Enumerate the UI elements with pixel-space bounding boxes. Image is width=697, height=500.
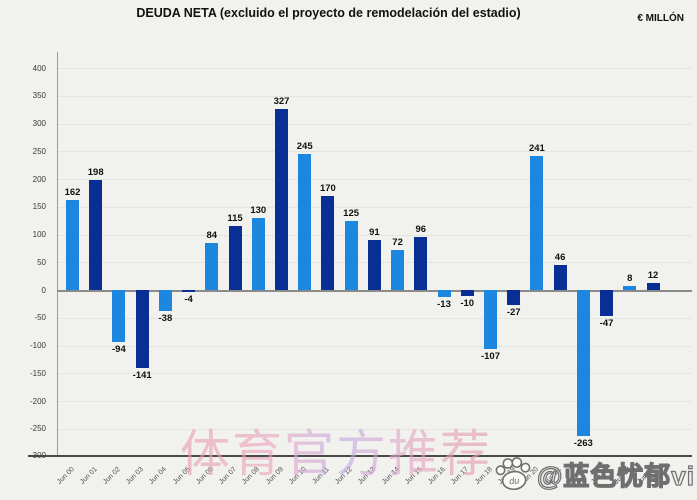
- bar: [600, 290, 614, 317]
- y-axis-tick-label: 50: [37, 257, 46, 267]
- x-axis-bottom-line: [28, 455, 692, 457]
- baidu-paw-icon: du: [495, 457, 531, 491]
- y-axis-line: [57, 52, 58, 456]
- gridline: [58, 206, 692, 208]
- y-axis-tick-label: -300: [29, 450, 46, 460]
- bar-value-label: 72: [392, 237, 403, 248]
- bar: [251, 217, 265, 290]
- bar: [321, 195, 335, 290]
- bar: [275, 108, 288, 290]
- bar-value-label: 241: [528, 143, 545, 155]
- bar-value-label: 130: [250, 204, 267, 216]
- gridline: [58, 123, 692, 125]
- gridline: [58, 95, 692, 97]
- y-axis-tick-label: -100: [29, 341, 46, 350]
- bar: [507, 290, 521, 305]
- bar: [553, 264, 567, 290]
- bar-value-label: -4: [184, 294, 193, 306]
- bar-value-label: 84: [206, 230, 218, 242]
- y-axis-tick-label: -200: [29, 396, 46, 406]
- y-axis-tick-label: 350: [32, 91, 46, 101]
- gridline: [58, 151, 692, 153]
- bar: [89, 180, 103, 290]
- bar: [484, 290, 497, 350]
- bar-value-label: 8: [627, 272, 633, 284]
- bar-value-label: -10: [460, 297, 475, 309]
- y-axis-tick-label: 300: [32, 119, 46, 128]
- gridline: [58, 234, 692, 236]
- bar: [530, 156, 544, 290]
- bar-value-label: -27: [506, 307, 521, 318]
- bar-value-label: 170: [319, 182, 336, 194]
- bar-value-label: 198: [87, 167, 104, 179]
- chart-title: DEUDA NETA (excluido el proyecto de remo…: [136, 6, 521, 20]
- y-axis-tick-label: 0: [41, 285, 46, 295]
- bar: [391, 250, 405, 290]
- bar-value-label: -38: [158, 313, 173, 325]
- y-axis-tick-label: 150: [32, 202, 46, 212]
- bar: [228, 226, 242, 290]
- bar: [344, 220, 358, 290]
- bar-value-label: -13: [437, 299, 451, 311]
- bar: [112, 290, 126, 343]
- bar-value-label: 91: [369, 226, 380, 238]
- gridline: [58, 317, 692, 319]
- signature-text: @蓝色忧郁vi: [536, 460, 695, 491]
- bar-value-label: 162: [64, 187, 81, 199]
- y-axis-tick-label: -50: [34, 313, 46, 323]
- center-watermark: 体育官方推荐: [180, 414, 492, 486]
- bar-value-label: 245: [296, 141, 313, 152]
- bar: [66, 200, 79, 290]
- bar-value-label: 12: [647, 270, 659, 282]
- bar: [182, 290, 196, 293]
- bar: [298, 154, 312, 290]
- gridline: [58, 345, 692, 347]
- gridline: [58, 179, 692, 180]
- y-axis-tick-label: -150: [29, 368, 46, 378]
- bar-value-label: 327: [273, 95, 290, 107]
- bar: [158, 290, 172, 312]
- bar: [623, 285, 637, 290]
- gridline: [58, 401, 692, 402]
- y-axis-tick-label: 400: [32, 63, 46, 73]
- gridline: [58, 373, 692, 375]
- bar-value-label: -47: [599, 318, 614, 330]
- bar: [414, 236, 428, 290]
- y-axis-tick-label: 200: [32, 174, 46, 184]
- bar: [646, 283, 660, 290]
- bar-value-label: 96: [415, 223, 427, 235]
- bar-value-label: 125: [343, 207, 360, 219]
- y-axis-tick-label: -250: [29, 424, 46, 434]
- bar-value-label: -263: [573, 438, 593, 449]
- bar: [367, 239, 381, 290]
- y-axis-tick-label: 250: [32, 146, 46, 156]
- gridline: [58, 428, 692, 430]
- paw-inner-label: du: [509, 475, 520, 486]
- y-axis-tick-label: 100: [32, 230, 46, 239]
- bar: [135, 290, 149, 369]
- bar: [437, 290, 451, 298]
- zero-baseline: [57, 290, 692, 292]
- gridline: [58, 68, 692, 69]
- bar-value-label: 46: [554, 251, 566, 263]
- unit-label: € MILLÓN: [637, 13, 684, 24]
- bar-value-label: -107: [480, 351, 500, 363]
- signature-watermark: du @蓝色忧郁vi: [492, 452, 695, 496]
- bar-value-label: -141: [132, 370, 152, 382]
- bar-value-label: 115: [227, 213, 243, 225]
- bar: [205, 243, 219, 290]
- bar: [460, 290, 474, 296]
- bar: [576, 290, 590, 436]
- bar-value-label: -94: [112, 344, 126, 356]
